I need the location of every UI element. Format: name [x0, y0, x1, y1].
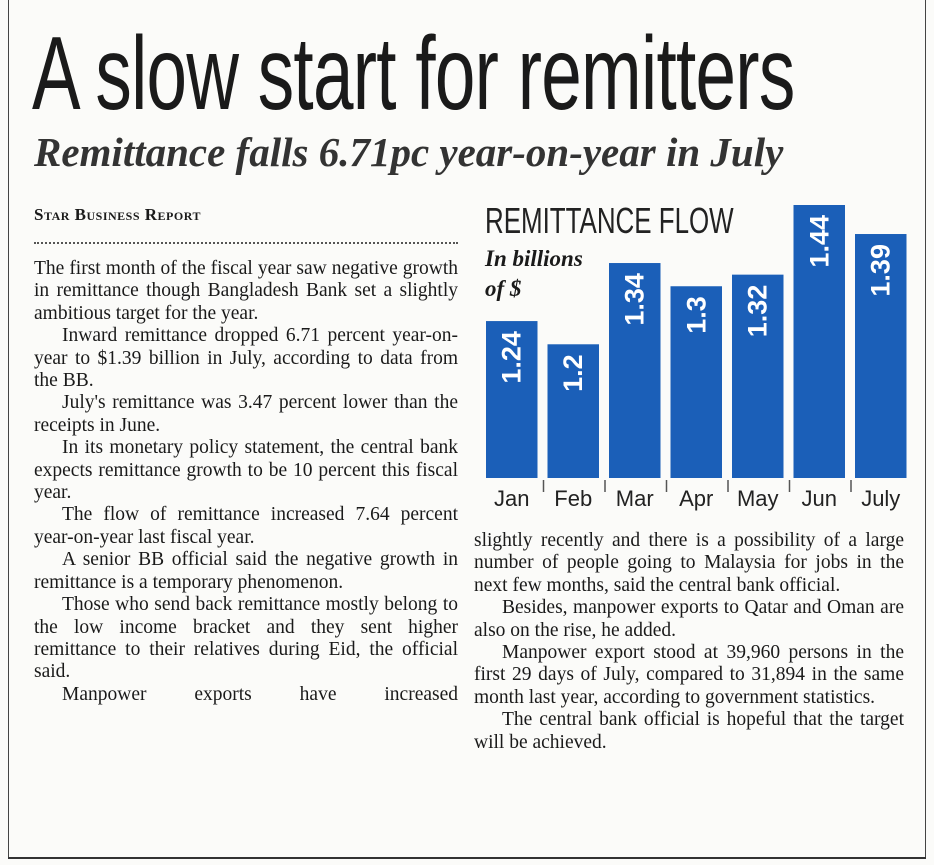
paragraph: The flow of remittance increased 7.64 pe…	[34, 504, 458, 548]
value-label: 1.32	[743, 285, 773, 338]
x-tick-label: Apr	[679, 486, 713, 511]
bar	[732, 274, 784, 478]
x-tick-label: Feb	[554, 486, 592, 511]
chart-header: REMITTANCE FLOW In billions of $	[485, 200, 830, 304]
chart-subtitle: In billions of $	[485, 246, 583, 301]
x-tick-label: Mar	[616, 486, 654, 511]
x-tick-label: Jan	[494, 486, 529, 511]
paragraph: Manpower exports have increased	[62, 683, 458, 705]
paragraph: July's remittance was 3.47 percent lower…	[34, 392, 458, 436]
border	[8, 0, 9, 858]
chart-title: REMITTANCE FLOW	[485, 200, 734, 241]
paragraph: A senior BB official said the negative g…	[34, 549, 458, 593]
paragraph: Besides, manpower exports to Qatar and O…	[474, 597, 904, 641]
value-label: 1.34	[620, 273, 650, 326]
bar	[609, 263, 661, 478]
x-tick-label: July	[861, 486, 900, 511]
value-label: 1.2	[558, 354, 588, 392]
chart: 1.24 Jan 1.2 Feb 1.34 Mar 1.3 Apr 1.32 May 1.44 Jun…	[486, 205, 907, 511]
subheadline: Remittance falls 6.71pc year-on-year in …	[34, 129, 784, 175]
byline: Star Business Report	[34, 205, 201, 224]
paragraph: The first month of the fiscal year saw n…	[34, 258, 458, 324]
x-tick-label: Jun	[802, 486, 837, 511]
bar	[793, 205, 845, 478]
border	[925, 0, 926, 858]
value-label: 1.3	[681, 296, 711, 334]
headline: A slow start for remitters	[32, 16, 795, 132]
paragraph: slightly recently and there is a possibi…	[474, 530, 904, 596]
value-label: 1.44	[804, 215, 834, 268]
bar	[670, 286, 722, 478]
paragraph: The central bank official is hopeful tha…	[474, 709, 904, 753]
bar	[855, 234, 907, 478]
paragraph: Those who send back remittance mostly be…	[34, 594, 458, 683]
divider	[34, 242, 458, 244]
left-column: The first month of the fiscal year saw n…	[34, 258, 458, 706]
paragraph: Manpower export stood at 39,960 persons …	[474, 642, 904, 708]
value-label: 1.24	[497, 331, 527, 384]
value-label: 1.39	[866, 244, 896, 297]
paragraph: In its monetary policy statement, the ce…	[34, 437, 458, 504]
paragraph: Inward remittance dropped 6.71 percent y…	[34, 325, 458, 392]
border	[8, 857, 926, 859]
bar	[486, 321, 538, 478]
bar	[547, 344, 599, 478]
x-tick-label: May	[737, 486, 779, 511]
right-column: slightly recently and there is a possibi…	[474, 530, 904, 754]
